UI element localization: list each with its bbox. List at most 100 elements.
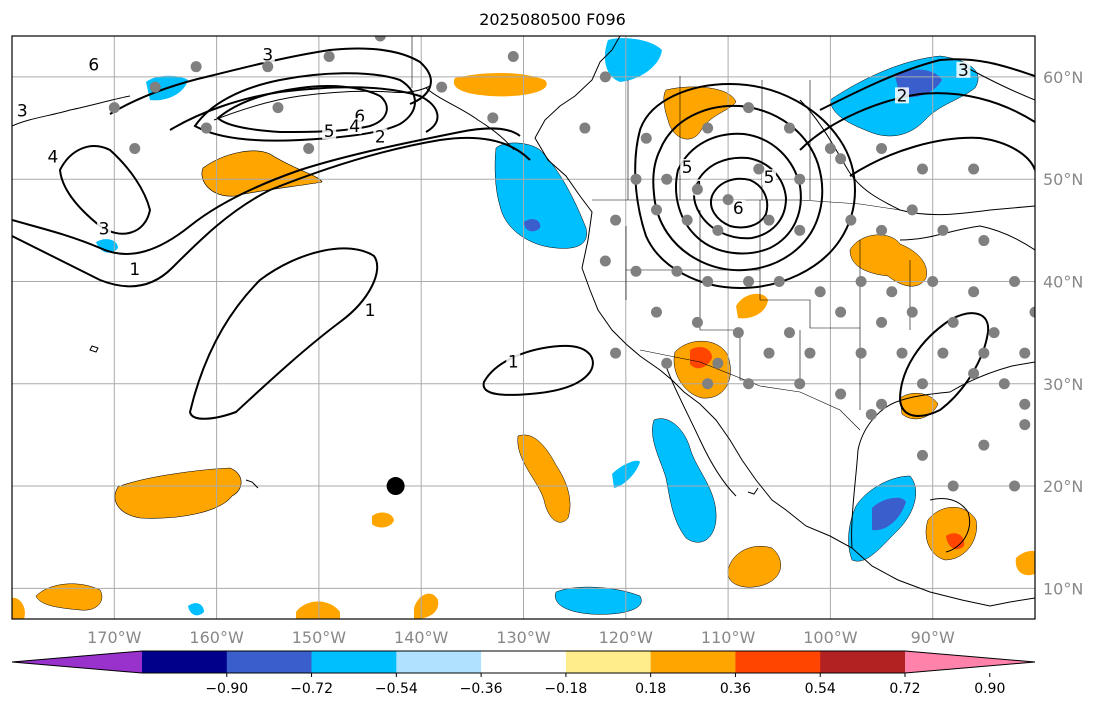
station-dot bbox=[1009, 480, 1021, 492]
colorbar-tick-label: −0.72 bbox=[290, 681, 333, 697]
station-dot bbox=[374, 36, 386, 42]
station-dot bbox=[691, 316, 703, 328]
colorbar-swatch bbox=[481, 651, 567, 673]
station-dot bbox=[599, 255, 611, 267]
colorbar-swatch bbox=[396, 651, 482, 673]
contour-label: 6 bbox=[733, 199, 744, 219]
station-dot bbox=[763, 347, 775, 359]
colorbar-swatch bbox=[650, 651, 736, 673]
colorbar-tick-label: 0.90 bbox=[974, 681, 1005, 697]
lat-tick-label: 10°N bbox=[1043, 579, 1083, 598]
station-dot bbox=[794, 378, 806, 390]
contour-label: 5 bbox=[0, 168, 7, 188]
contour-label: 3 bbox=[262, 45, 273, 65]
station-dot bbox=[200, 122, 212, 134]
colorbar-tick-label: 0.54 bbox=[805, 681, 836, 697]
station-dot bbox=[272, 102, 284, 114]
lon-tick-label: 120°W bbox=[599, 628, 654, 647]
station-dot bbox=[436, 81, 448, 93]
station-dot bbox=[876, 224, 888, 236]
lat-tick-label: 20°N bbox=[1043, 477, 1083, 496]
lon-tick-label: 140°W bbox=[394, 628, 449, 647]
station-dot bbox=[712, 357, 724, 369]
colorbar-tick-label: −0.90 bbox=[205, 681, 248, 697]
station-dot bbox=[487, 112, 499, 124]
colorbar-extend-max bbox=[905, 651, 1035, 673]
station-dot bbox=[579, 122, 591, 134]
station-dot bbox=[743, 102, 755, 114]
station-dot bbox=[783, 122, 795, 134]
station-dot bbox=[916, 378, 928, 390]
contour-label: 6 bbox=[88, 56, 99, 76]
station-dot bbox=[978, 235, 990, 247]
station-dot bbox=[640, 132, 652, 144]
station-dot bbox=[681, 214, 693, 226]
station-dot bbox=[190, 61, 202, 73]
station-dot bbox=[855, 347, 867, 359]
station-dot bbox=[1009, 275, 1021, 287]
station-dot bbox=[610, 347, 622, 359]
station-dot bbox=[671, 265, 683, 277]
station-dot bbox=[835, 306, 847, 318]
station-dot bbox=[1019, 419, 1031, 431]
station-markers bbox=[108, 36, 1035, 492]
station-dot bbox=[927, 275, 939, 287]
lat-tick-label: 40°N bbox=[1043, 272, 1083, 291]
station-dot bbox=[702, 378, 714, 390]
contour-label: 4 bbox=[48, 148, 59, 168]
station-dot bbox=[732, 327, 744, 339]
station-dot bbox=[630, 173, 642, 185]
contour-label: 5 bbox=[324, 122, 335, 142]
station-dot bbox=[804, 347, 816, 359]
station-dot bbox=[906, 204, 918, 216]
lon-tick-label: 90°W bbox=[911, 628, 955, 647]
station-dot bbox=[149, 81, 161, 93]
colorbar-tick-label: −0.54 bbox=[375, 681, 418, 697]
station-dot bbox=[630, 265, 642, 277]
contour-label: 1 bbox=[508, 352, 519, 372]
station-dot bbox=[650, 204, 662, 216]
contour-label: 2 bbox=[897, 86, 908, 106]
map-title: 2025080500 F096 bbox=[479, 10, 626, 29]
lon-tick-label: 130°W bbox=[496, 628, 551, 647]
station-dot bbox=[896, 347, 908, 359]
lat-tick-label: 30°N bbox=[1043, 375, 1083, 394]
colorbar-swatch bbox=[226, 651, 313, 673]
station-dot bbox=[599, 71, 611, 83]
colorbar-swatch bbox=[311, 651, 397, 673]
coastlines bbox=[12, 36, 1035, 607]
colorbar-extend-min bbox=[12, 651, 142, 673]
lon-tick-label: 150°W bbox=[292, 628, 347, 647]
station-dot bbox=[876, 398, 888, 410]
contour-label: 1 bbox=[365, 301, 376, 321]
longitude-labels: 170°W 160°W 150°W 140°W 130°W 120°W 110°W 100°W… bbox=[87, 628, 955, 647]
contour-label: 5 bbox=[764, 168, 775, 188]
station-dot bbox=[753, 163, 765, 175]
station-dot bbox=[108, 102, 120, 114]
station-dot bbox=[783, 327, 795, 339]
station-dot bbox=[835, 153, 847, 165]
station-dot bbox=[876, 143, 888, 155]
station-dot bbox=[937, 347, 949, 359]
station-dot bbox=[968, 368, 980, 380]
location-marker bbox=[386, 477, 405, 496]
contour-label: 5 bbox=[682, 158, 693, 178]
lon-tick-label: 110°W bbox=[701, 628, 756, 647]
station-dot bbox=[763, 214, 775, 226]
lon-tick-label: 160°W bbox=[189, 628, 244, 647]
station-dot bbox=[988, 327, 1000, 339]
station-dot bbox=[507, 50, 519, 62]
station-dot bbox=[978, 439, 990, 451]
colorbar-swatch bbox=[820, 651, 906, 673]
contour-label: 3 bbox=[17, 102, 28, 122]
station-dot bbox=[978, 347, 990, 359]
station-dot bbox=[794, 224, 806, 236]
colorbar bbox=[11, 650, 1036, 674]
lon-tick-label: 100°W bbox=[803, 628, 858, 647]
station-dot bbox=[947, 316, 959, 328]
contour-label: 3 bbox=[958, 61, 969, 81]
station-dot bbox=[702, 122, 714, 134]
station-dot bbox=[968, 286, 980, 298]
